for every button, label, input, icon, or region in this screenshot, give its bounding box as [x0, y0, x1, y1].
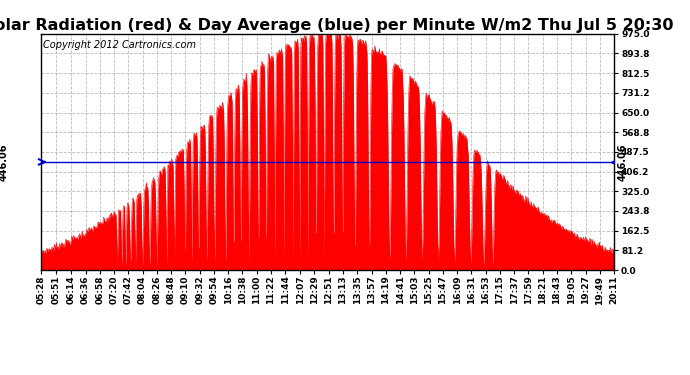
Text: 446.06: 446.06 — [0, 143, 8, 181]
Title: Solar Radiation (red) & Day Average (blue) per Minute W/m2 Thu Jul 5 20:30: Solar Radiation (red) & Day Average (blu… — [0, 18, 673, 33]
Text: 446.06: 446.06 — [618, 143, 627, 181]
Text: Copyright 2012 Cartronics.com: Copyright 2012 Cartronics.com — [43, 40, 196, 50]
